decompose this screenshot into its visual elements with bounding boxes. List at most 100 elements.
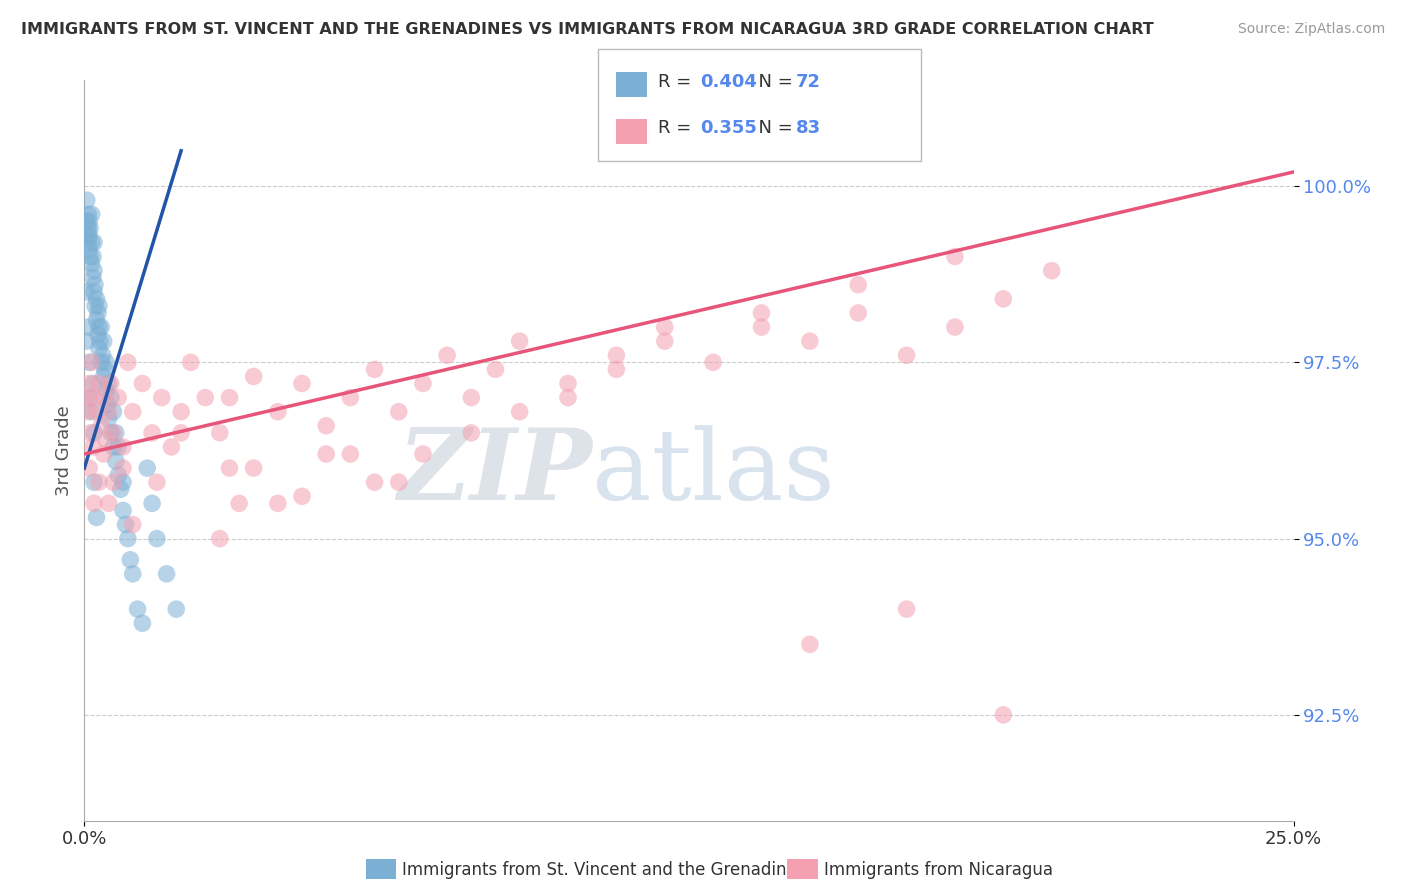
Point <box>77 376 100 391</box>
Point <box>943 250 966 264</box>
Point <box>120 553 142 567</box>
Point <box>141 496 163 510</box>
Point <box>93 447 115 461</box>
Point <box>87 475 110 490</box>
Point <box>83 285 105 299</box>
Point <box>82 440 104 454</box>
Point <box>91 348 114 362</box>
Point <box>170 425 193 440</box>
Point <box>107 440 129 454</box>
Point <box>83 391 105 405</box>
Point <box>76 228 98 243</box>
Point <box>104 425 127 440</box>
Text: IMMIGRANTS FROM ST. VINCENT AND THE GRENADINES VS IMMIGRANTS FROM NICARAGUA 3RD : IMMIGRANTS FROM ST. VINCENT AND THE GREN… <box>21 22 1154 37</box>
Point <box>93 334 115 348</box>
Text: N =: N = <box>747 120 799 137</box>
Point <box>89 334 111 348</box>
Point <box>315 418 337 433</box>
Point <box>121 405 143 419</box>
Text: 83: 83 <box>796 120 821 137</box>
Point <box>82 270 104 285</box>
Point <box>242 461 264 475</box>
Point <box>557 391 579 405</box>
Point <box>751 320 773 334</box>
Point <box>87 376 110 391</box>
Point <box>79 250 101 264</box>
Point <box>121 517 143 532</box>
Point <box>86 405 108 419</box>
Point <box>117 532 139 546</box>
Point <box>93 362 115 376</box>
Point <box>121 566 143 581</box>
Point <box>412 447 434 461</box>
Text: R =: R = <box>658 120 697 137</box>
Point <box>993 707 1015 722</box>
Point <box>146 475 169 490</box>
Point <box>218 461 240 475</box>
Point <box>80 405 103 419</box>
Point <box>77 355 100 369</box>
Text: atlas: atlas <box>592 425 835 521</box>
Point <box>484 362 506 376</box>
Point <box>79 221 101 235</box>
Point <box>94 433 117 447</box>
Point <box>80 235 103 250</box>
Point <box>93 391 115 405</box>
Point <box>208 532 231 546</box>
Point <box>107 468 129 483</box>
Point <box>84 299 107 313</box>
Point <box>103 440 125 454</box>
Point <box>77 461 100 475</box>
Point <box>82 250 104 264</box>
Point <box>97 411 120 425</box>
Text: Immigrants from Nicaragua: Immigrants from Nicaragua <box>824 861 1053 879</box>
Point <box>100 391 122 405</box>
Point <box>136 461 159 475</box>
Point <box>80 207 103 221</box>
Point <box>557 376 579 391</box>
Point <box>87 327 110 342</box>
Point <box>339 447 361 461</box>
Point <box>86 292 108 306</box>
Point <box>160 440 183 454</box>
Point <box>83 475 105 490</box>
Point <box>509 334 531 348</box>
Point <box>155 566 177 581</box>
Point <box>242 369 264 384</box>
Point <box>77 405 100 419</box>
Point <box>100 425 122 440</box>
Point <box>90 320 112 334</box>
Point <box>103 475 125 490</box>
Point <box>799 637 821 651</box>
Point <box>84 277 107 292</box>
Point <box>943 320 966 334</box>
Point <box>79 391 101 405</box>
Point <box>77 320 100 334</box>
Point <box>896 602 918 616</box>
Point <box>460 425 482 440</box>
Point <box>112 503 135 517</box>
Point <box>291 376 314 391</box>
Point <box>846 277 869 292</box>
Point <box>77 214 100 228</box>
Point <box>1040 263 1063 277</box>
Text: 72: 72 <box>796 73 821 91</box>
Point <box>87 320 110 334</box>
Point <box>146 532 169 546</box>
Point <box>127 602 149 616</box>
Point <box>150 391 173 405</box>
Point <box>170 405 193 419</box>
Point <box>104 454 127 468</box>
Point <box>80 257 103 271</box>
Text: 0.404: 0.404 <box>700 73 756 91</box>
Point <box>846 306 869 320</box>
Point <box>83 425 105 440</box>
Point <box>131 616 153 631</box>
Point <box>107 391 129 405</box>
Point <box>112 475 135 490</box>
Point <box>436 348 458 362</box>
Point <box>112 461 135 475</box>
Point <box>208 425 231 440</box>
Point <box>97 496 120 510</box>
Point <box>267 405 290 419</box>
